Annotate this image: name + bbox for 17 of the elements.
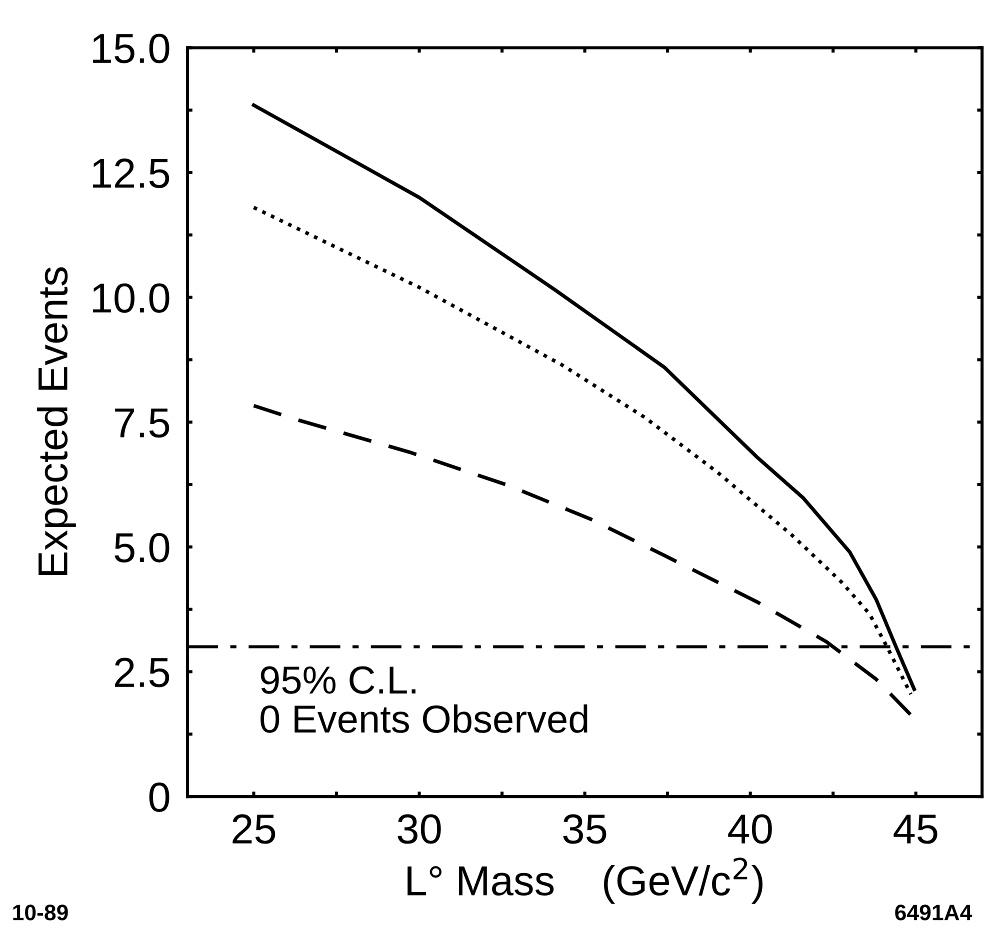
x-tick-label: 25 <box>232 814 276 844</box>
text: 6491A4 <box>895 904 972 920</box>
x-tick-label: 45 <box>894 814 938 844</box>
y-tick-label: 7.5 <box>115 408 170 438</box>
y-tick-label: 2.5 <box>115 658 170 688</box>
y-tick-label: 5.0 <box>114 532 170 562</box>
x-axis-title: L° Mass (GeV/c$^{2}$) <box>408 858 762 904</box>
y-tick-label: 15.0 <box>92 34 170 64</box>
annotation: 95% C.L. 0 Events Observed <box>260 666 588 733</box>
text: 10-89 <box>13 904 68 920</box>
y-tick-label: 10.0 <box>92 283 170 313</box>
y-axis-title: Expected Events <box>37 267 76 576</box>
x-tick-label: 35 <box>563 814 606 844</box>
y-tick-label: 0 <box>149 782 170 812</box>
x-tick-label: 30 <box>398 814 441 844</box>
y-tick-label: 12.5 <box>92 158 170 188</box>
x-tick-label: 40 <box>728 814 772 844</box>
